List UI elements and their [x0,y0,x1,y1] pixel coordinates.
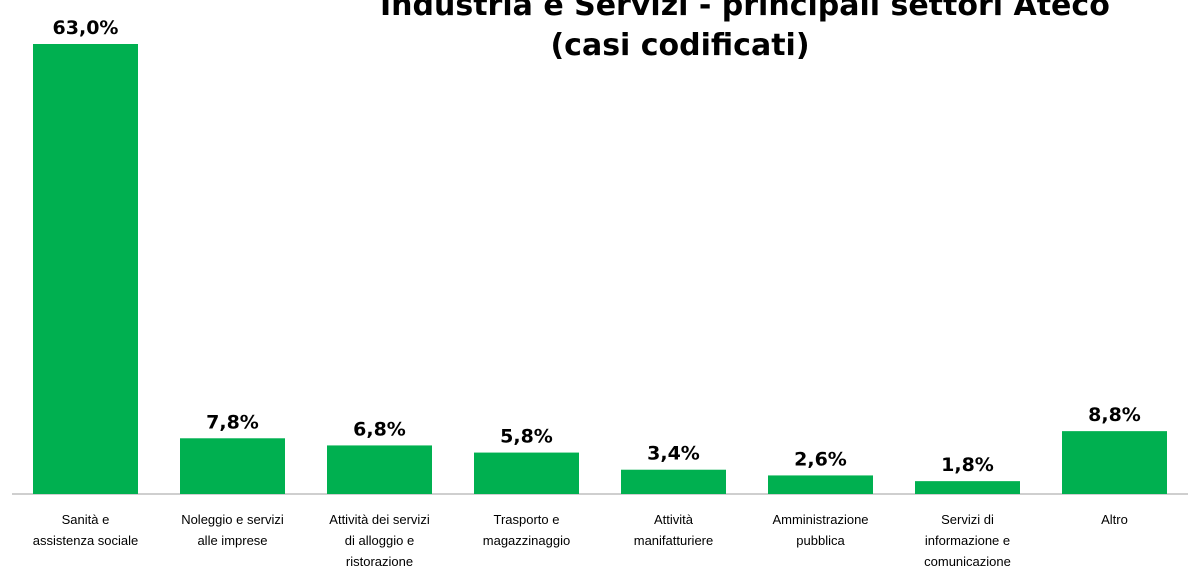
bar-7 [1062,431,1167,494]
category-label-4: Attività manifatturiere [634,512,713,548]
category-label-2: Attività dei servizi di alloggio e ristora… [329,512,430,569]
category-label-6: Servizi di informazione e comunicazione [924,512,1011,569]
category-label-3: Trasporto e magazzinaggio [483,512,570,548]
data-label-4: 3,4% [647,443,700,465]
data-label-7: 8,8% [1088,404,1141,426]
category-label-7: Altro [1101,512,1128,527]
category-label-5: Amministrazione pubblica [772,512,868,548]
bar-1 [180,438,285,494]
data-label-6: 1,8% [941,454,994,476]
data-label-5: 2,6% [794,448,847,470]
data-label-3: 5,8% [500,426,553,448]
data-label-2: 6,8% [353,418,406,440]
bar-2 [327,445,432,494]
bar-3 [474,452,579,494]
category-label-0: Sanità e assistenza sociale [33,512,139,548]
bar-4 [621,469,726,494]
bar-5 [768,475,873,494]
bar-0 [33,44,138,494]
chart-title-line-1: Industria e Servizi - principali settori… [380,0,1110,23]
chart-title-line-2: (casi codificati) [550,28,810,63]
data-label-0: 63,0% [53,17,119,39]
category-label-1: Noleggio e servizi alle imprese [181,512,284,548]
data-label-1: 7,8% [206,411,259,433]
bar-6 [915,481,1020,494]
